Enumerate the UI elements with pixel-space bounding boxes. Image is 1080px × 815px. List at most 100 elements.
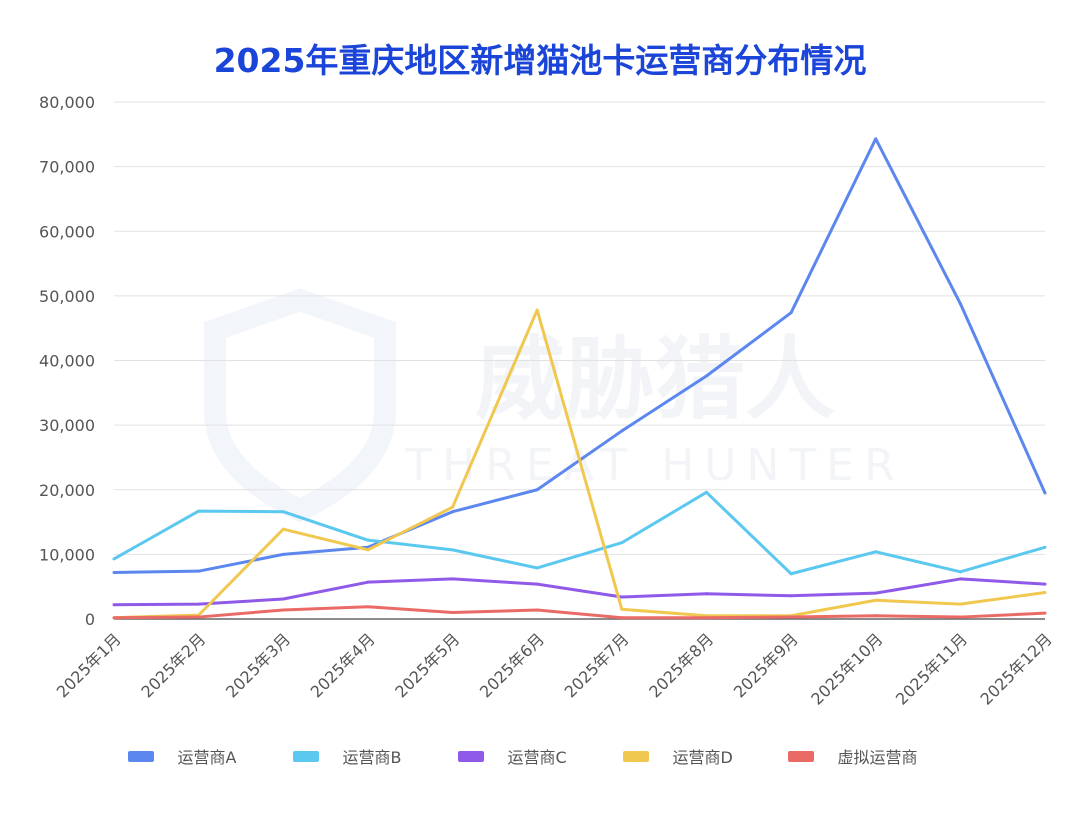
x-tick-label: 2025年4月 — [307, 629, 379, 701]
series-line — [113, 605, 1046, 620]
legend-swatch — [457, 750, 484, 762]
data-point — [281, 527, 285, 531]
y-tick-label: 20,000 — [39, 481, 95, 500]
data-point — [620, 595, 624, 599]
x-tick-label: 2025年8月 — [645, 629, 717, 701]
data-point — [958, 602, 962, 606]
data-point — [112, 570, 116, 574]
data-point — [281, 552, 285, 556]
x-tick-label: 2025年7月 — [561, 629, 633, 701]
watermark: 威胁猎人 — [475, 327, 835, 432]
data-point — [958, 577, 962, 581]
data-point — [197, 569, 201, 573]
y-tick-label: 0 — [85, 610, 95, 629]
x-tick-label: 2025年10月 — [807, 629, 886, 708]
legend-item[interactable]: 运营商C — [457, 744, 623, 768]
legend-swatch — [622, 750, 649, 762]
data-point — [620, 541, 624, 545]
data-point — [112, 603, 116, 607]
y-tick-label: 40,000 — [39, 352, 95, 371]
data-point — [1043, 582, 1047, 586]
y-tick-label: 80,000 — [39, 93, 95, 112]
data-point — [789, 572, 793, 576]
data-point — [620, 616, 624, 620]
data-point — [874, 598, 878, 602]
x-tick-label: 2025年1月 — [53, 629, 125, 701]
data-point — [958, 615, 962, 619]
data-point — [366, 605, 370, 609]
watermark-shield-icon — [204, 288, 396, 523]
x-tick-label: 2025年11月 — [892, 629, 971, 708]
legend-item[interactable]: 运营商D — [622, 744, 788, 768]
y-tick-label: 10,000 — [39, 545, 95, 564]
data-point — [1043, 545, 1047, 549]
data-point — [620, 607, 624, 611]
y-tick-label: 50,000 — [39, 287, 95, 306]
data-point — [958, 570, 962, 574]
x-tick-label: 2025年9月 — [730, 629, 802, 701]
watermark-subtitle: THREAT HUNTER — [404, 440, 904, 491]
legend-swatch — [127, 750, 154, 762]
x-tick-label: 2025年2月 — [137, 629, 209, 701]
data-point — [535, 582, 539, 586]
series-line — [113, 490, 1046, 576]
legend: 运营商A 运营商B 运营商C 运营商D 虚拟运营商 — [0, 744, 1080, 768]
data-point — [451, 548, 455, 552]
data-point — [197, 615, 201, 619]
data-point — [874, 591, 878, 595]
data-point — [1043, 491, 1047, 495]
data-point — [704, 592, 708, 596]
data-point — [789, 615, 793, 619]
data-point — [704, 490, 708, 494]
data-point — [281, 597, 285, 601]
legend-swatch — [787, 750, 814, 762]
data-point — [620, 429, 624, 433]
data-point — [451, 577, 455, 581]
data-point — [366, 580, 370, 584]
data-point — [535, 566, 539, 570]
data-point — [704, 616, 708, 620]
legend-label: 运营商A — [177, 748, 237, 767]
data-point — [451, 510, 455, 514]
data-point — [874, 614, 878, 618]
data-point — [874, 550, 878, 554]
data-point — [366, 538, 370, 542]
data-point — [535, 608, 539, 612]
series-line — [113, 308, 1046, 620]
x-tick-label: 2025年5月 — [391, 629, 463, 701]
data-point — [789, 311, 793, 315]
legend-item[interactable]: 运营商B — [292, 744, 458, 768]
data-point — [1043, 591, 1047, 595]
chart-title: 2025年重庆地区新增猫池卡运营商分布情况 — [213, 41, 867, 80]
legend-swatch — [292, 750, 319, 762]
data-point — [451, 611, 455, 615]
data-point — [197, 602, 201, 606]
data-point — [112, 557, 116, 561]
y-tick-label: 70,000 — [39, 158, 95, 177]
data-point — [874, 137, 878, 141]
legend-label: 运营商D — [672, 748, 733, 767]
series-line — [113, 577, 1046, 607]
data-point — [958, 302, 962, 306]
legend-item[interactable]: 运营商A — [127, 744, 293, 768]
data-point — [197, 509, 201, 513]
x-tick-label: 2025年6月 — [476, 629, 548, 701]
data-point — [281, 608, 285, 612]
data-point — [1043, 611, 1047, 615]
data-point — [451, 505, 455, 509]
y-tick-label: 30,000 — [39, 416, 95, 435]
legend-label: 运营商C — [507, 748, 567, 767]
legend-item[interactable]: 虚拟运营商 — [787, 744, 953, 768]
legend-label: 运营商B — [342, 748, 402, 767]
x-tick-label: 2025年3月 — [222, 629, 294, 701]
data-point — [112, 616, 116, 620]
data-point — [789, 594, 793, 598]
data-point — [704, 374, 708, 378]
data-point — [366, 548, 370, 552]
y-tick-label: 60,000 — [39, 222, 95, 241]
data-point — [535, 488, 539, 492]
legend-label: 虚拟运营商 — [837, 748, 918, 767]
x-tick-label: 2025年12月 — [977, 629, 1056, 708]
